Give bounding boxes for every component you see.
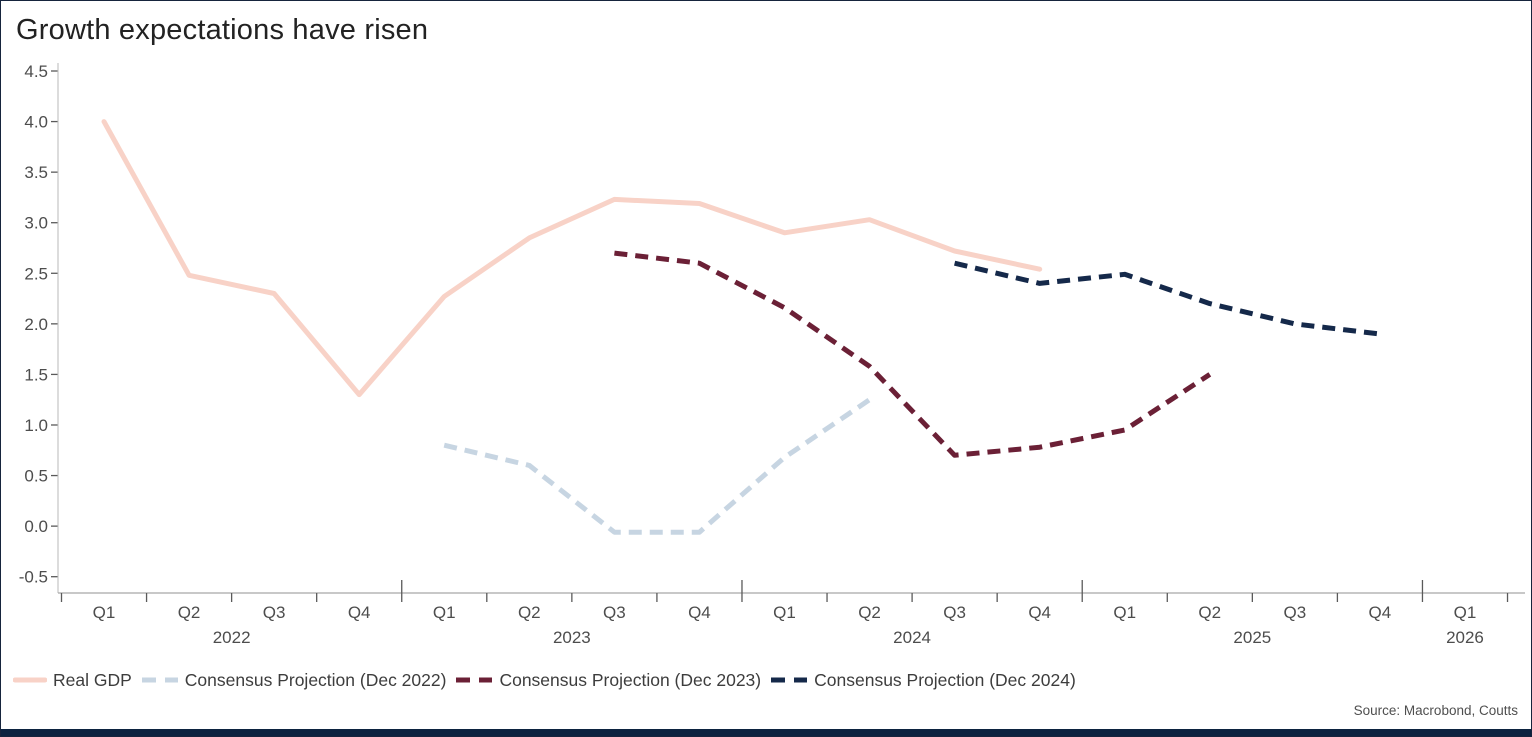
year-label: 2024 <box>893 628 931 647</box>
y-tick-label: 3.0 <box>24 214 48 233</box>
legend-swatch-proj-dec-2024 <box>771 677 808 683</box>
x-tick-label: Q1 <box>93 603 116 622</box>
legend-item-proj-dec-2022: Consensus Projection (Dec 2022) <box>141 669 447 691</box>
series-line-real-gdp <box>101 119 1043 398</box>
y-tick-label: 0.5 <box>24 467 48 486</box>
x-tick-label: Q2 <box>1198 603 1221 622</box>
y-tick-label: 1.5 <box>24 365 48 384</box>
y-tick-label: 2.5 <box>24 264 48 283</box>
year-label: 2026 <box>1446 628 1484 647</box>
legend-label: Consensus Projection (Dec 2022) <box>184 669 447 690</box>
year-label: 2023 <box>553 628 591 647</box>
y-tick-label: 3.5 <box>24 163 48 182</box>
x-tick-label: Q1 <box>433 603 456 622</box>
chart-legend: Real GDP Consensus Projection (Dec 2022)… <box>13 666 1076 694</box>
x-tick-label: Q3 <box>263 603 286 622</box>
x-tick-label: Q1 <box>1454 603 1477 622</box>
legend-swatch-real-gdp <box>13 677 47 683</box>
y-tick-label: 2.0 <box>24 315 48 334</box>
legend-label: Real GDP <box>53 669 132 690</box>
chart-title: Growth expectations have risen <box>16 14 429 46</box>
legend-swatch-proj-dec-2022 <box>141 677 178 683</box>
x-tick-label: Q4 <box>1028 603 1051 622</box>
x-tick-label: Q3 <box>943 603 966 622</box>
source-note: Source: Macrobond, Coutts <box>1353 703 1518 718</box>
series-line-consensus-projection-dec-2023- <box>614 250 1212 458</box>
x-tick-label: Q4 <box>348 603 371 622</box>
year-label: 2025 <box>1233 628 1271 647</box>
x-tick-label: Q4 <box>1369 603 1392 622</box>
x-tick-label: Q2 <box>518 603 541 622</box>
x-tick-label: Q1 <box>1113 603 1136 622</box>
bottom-accent-bar <box>1 729 1531 736</box>
x-tick-label: Q3 <box>1283 603 1306 622</box>
y-tick-label: 1.0 <box>24 416 48 435</box>
y-tick-label: 0.0 <box>24 517 48 536</box>
x-tick-label: Q4 <box>688 603 711 622</box>
series-line-consensus-projection-dec-2022- <box>443 397 871 535</box>
x-tick-label: Q2 <box>858 603 881 622</box>
year-label: 2022 <box>213 628 251 647</box>
x-tick-label: Q1 <box>773 603 796 622</box>
series-line-consensus-projection-dec-2024- <box>954 260 1381 337</box>
growth-chart: 4.5 4.0 3.5 3.0 2.5 2.0 1.5 1.0 0.5 0.0 -0.5 Q1 Q2 Q3… <box>19 62 1525 647</box>
x-tick-label: Q3 <box>603 603 626 622</box>
legend-item-real-gdp: Real GDP <box>13 670 132 691</box>
y-tick-label: -0.5 <box>19 568 48 587</box>
y-tick-label: 4.0 <box>24 113 48 132</box>
legend-item-proj-dec-2024: Consensus Projection (Dec 2024) <box>770 670 1076 691</box>
legend-label: Consensus Projection (Dec 2023) <box>499 669 762 690</box>
legend-item-proj-dec-2023: Consensus Projection (Dec 2023) <box>455 670 761 691</box>
x-tick-label: Q2 <box>178 603 201 622</box>
y-tick-label: 4.5 <box>24 62 48 81</box>
legend-swatch-proj-dec-2023 <box>456 677 493 683</box>
legend-label: Consensus Projection (Dec 2024) <box>814 669 1076 690</box>
